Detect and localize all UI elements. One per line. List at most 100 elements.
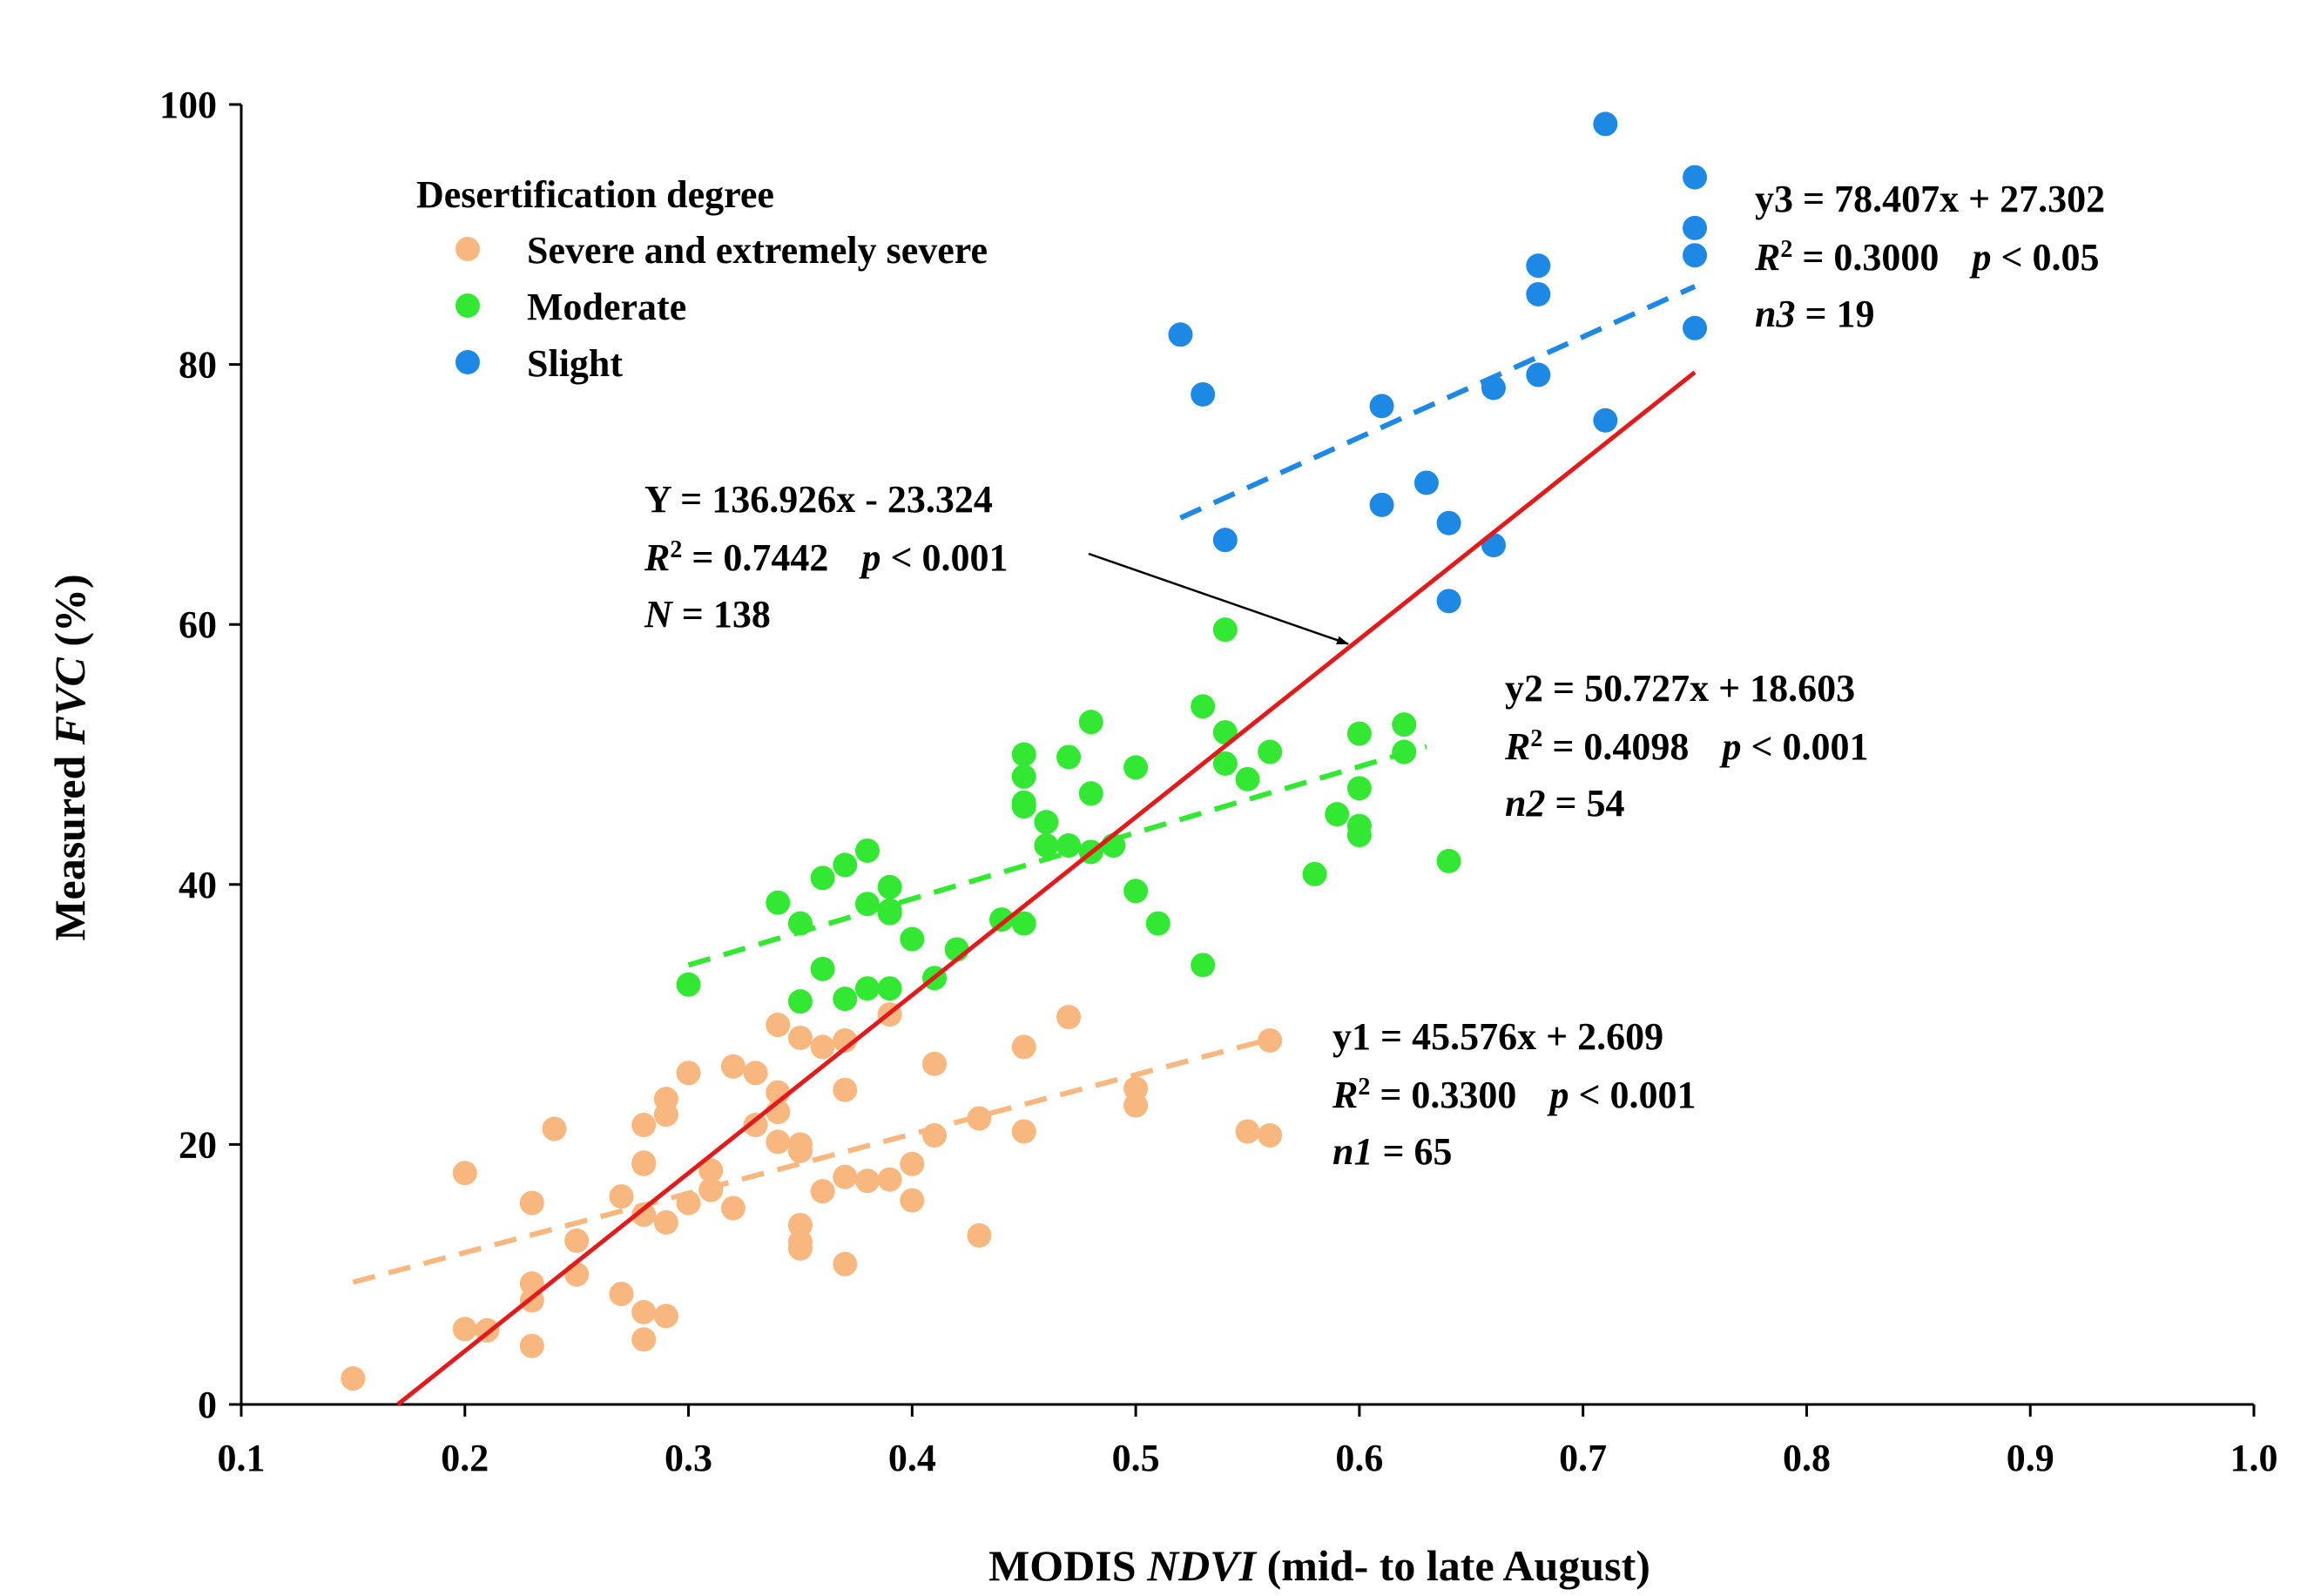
- equation-overall: Y = 136.926x - 23.324: [644, 478, 993, 521]
- data-point-moderate: [833, 852, 858, 878]
- data-point-severe: [967, 1222, 992, 1248]
- data-point-moderate: [1078, 781, 1103, 806]
- data-point-severe: [698, 1177, 724, 1202]
- data-point-slight: [1683, 243, 1708, 268]
- annotation-severe: y1 = 45.576x + 2.609 R2 = 0.3300 p < 0.00…: [1332, 1015, 1697, 1173]
- y-tick-label: 60: [179, 603, 217, 646]
- data-point-severe: [900, 1151, 925, 1176]
- data-point-severe: [1056, 1005, 1082, 1030]
- data-point-severe: [631, 1113, 657, 1138]
- data-point-severe: [1235, 1119, 1260, 1144]
- data-point-severe: [564, 1262, 590, 1287]
- x-tick-label: 0.2: [441, 1437, 489, 1479]
- data-point-moderate: [833, 987, 858, 1012]
- data-point-slight: [1593, 407, 1618, 433]
- data-point-severe: [676, 1061, 701, 1086]
- data-point-moderate: [877, 874, 902, 899]
- data-point-moderate: [1346, 823, 1372, 848]
- data-point-moderate: [877, 900, 902, 926]
- data-point-severe: [877, 1167, 902, 1192]
- data-point-severe: [653, 1209, 678, 1235]
- data-point-severe: [787, 1025, 813, 1050]
- data-point-severe: [787, 1138, 813, 1163]
- data-point-moderate: [877, 976, 902, 1001]
- data-point-severe: [609, 1282, 634, 1307]
- data-point-moderate: [1123, 755, 1149, 780]
- data-point-slight: [1168, 322, 1193, 347]
- data-point-severe: [787, 1236, 813, 1261]
- data-point-severe: [1011, 1119, 1036, 1144]
- data-point-severe: [519, 1333, 544, 1358]
- data-point-slight: [1369, 492, 1394, 517]
- data-point-moderate: [854, 892, 880, 917]
- data-point-severe: [452, 1317, 477, 1342]
- y-tick-label: 20: [179, 1123, 217, 1166]
- data-point-moderate: [1346, 776, 1372, 801]
- data-point-slight: [1191, 381, 1216, 407]
- data-point-severe: [698, 1158, 724, 1183]
- data-point-moderate: [1145, 911, 1170, 936]
- data-point-moderate: [1212, 617, 1238, 643]
- x-axis-ticks: 0.1 0.2 0.3 0.4 0.5 0.6 0.7 0.8 0.9 1.0: [218, 1404, 2278, 1479]
- data-point-severe: [631, 1151, 657, 1176]
- data-point-moderate: [810, 956, 835, 981]
- fit-line-overall: [396, 370, 1697, 1406]
- equation-slight: y3 = 78.407x + 27.302: [1755, 178, 2105, 220]
- legend-label-moderate: Moderate: [527, 286, 686, 328]
- y-tick-label: 40: [179, 864, 217, 906]
- fit-line-slight: [1179, 284, 1697, 521]
- fit-lines: [352, 284, 1697, 1285]
- x-tick-label: 0.9: [2007, 1437, 2054, 1479]
- y-tick-label: 80: [179, 344, 217, 387]
- data-point-severe: [519, 1190, 544, 1216]
- data-point-severe: [900, 1188, 925, 1213]
- x-tick-label: 0.7: [1559, 1437, 1607, 1479]
- data-point-moderate: [1011, 790, 1036, 815]
- data-point-moderate: [1056, 833, 1082, 859]
- data-point-moderate: [900, 926, 925, 952]
- data-point-severe: [631, 1299, 657, 1324]
- data-point-moderate: [1392, 712, 1417, 737]
- data-point-severe: [743, 1113, 768, 1138]
- stats-slight: R2 = 0.3000 p < 0.05: [1754, 236, 2100, 279]
- data-point-moderate: [1011, 764, 1036, 789]
- data-point-severe: [1123, 1076, 1149, 1101]
- legend: Desertification degree Severe and extrem…: [416, 173, 988, 385]
- n-severe: n1 = 65: [1332, 1130, 1453, 1173]
- data-point-severe: [833, 1164, 858, 1189]
- data-point-moderate: [787, 911, 813, 936]
- data-point-severe: [519, 1271, 544, 1296]
- fit-line-severe: [352, 1036, 1271, 1285]
- data-point-severe: [720, 1054, 745, 1079]
- data-point-slight: [1413, 470, 1439, 495]
- data-point-slight: [1436, 510, 1461, 535]
- data-point-moderate: [1011, 742, 1036, 767]
- data-point-severe: [766, 1129, 791, 1155]
- data-point-severe: [922, 1122, 948, 1148]
- data-point-severe: [676, 1190, 701, 1216]
- data-point-moderate: [1034, 810, 1059, 835]
- data-point-severe: [631, 1327, 657, 1352]
- overall-arrow: [1088, 552, 1349, 645]
- data-point-severe: [452, 1161, 477, 1186]
- data-point-moderate: [1056, 744, 1082, 770]
- data-point-slight: [1526, 362, 1551, 387]
- data-point-moderate: [766, 890, 791, 915]
- fit-line-moderate: [687, 744, 1427, 968]
- data-point-moderate: [1436, 848, 1461, 873]
- data-point-moderate: [810, 865, 835, 891]
- annotation-slight: y3 = 78.407x + 27.302 R2 = 0.3000 p < 0.0…: [1754, 178, 2105, 335]
- annotation-overall: Y = 136.926x - 23.324 R2 = 0.7442 p < 0.0…: [644, 478, 1349, 645]
- legend-marker-moderate: [455, 293, 480, 318]
- data-point-severe: [743, 1061, 768, 1086]
- legend-label-slight: Slight: [527, 342, 623, 385]
- data-point-slight: [1526, 281, 1551, 306]
- data-point-moderate: [1346, 721, 1372, 746]
- data-point-severe: [653, 1087, 678, 1112]
- data-point-moderate: [1258, 739, 1283, 764]
- data-point-slight: [1593, 111, 1618, 137]
- data-point-severe: [833, 1077, 858, 1102]
- data-point-slight: [1683, 215, 1708, 240]
- data-point-moderate: [854, 838, 880, 863]
- equation-severe: y1 = 45.576x + 2.609: [1332, 1015, 1663, 1058]
